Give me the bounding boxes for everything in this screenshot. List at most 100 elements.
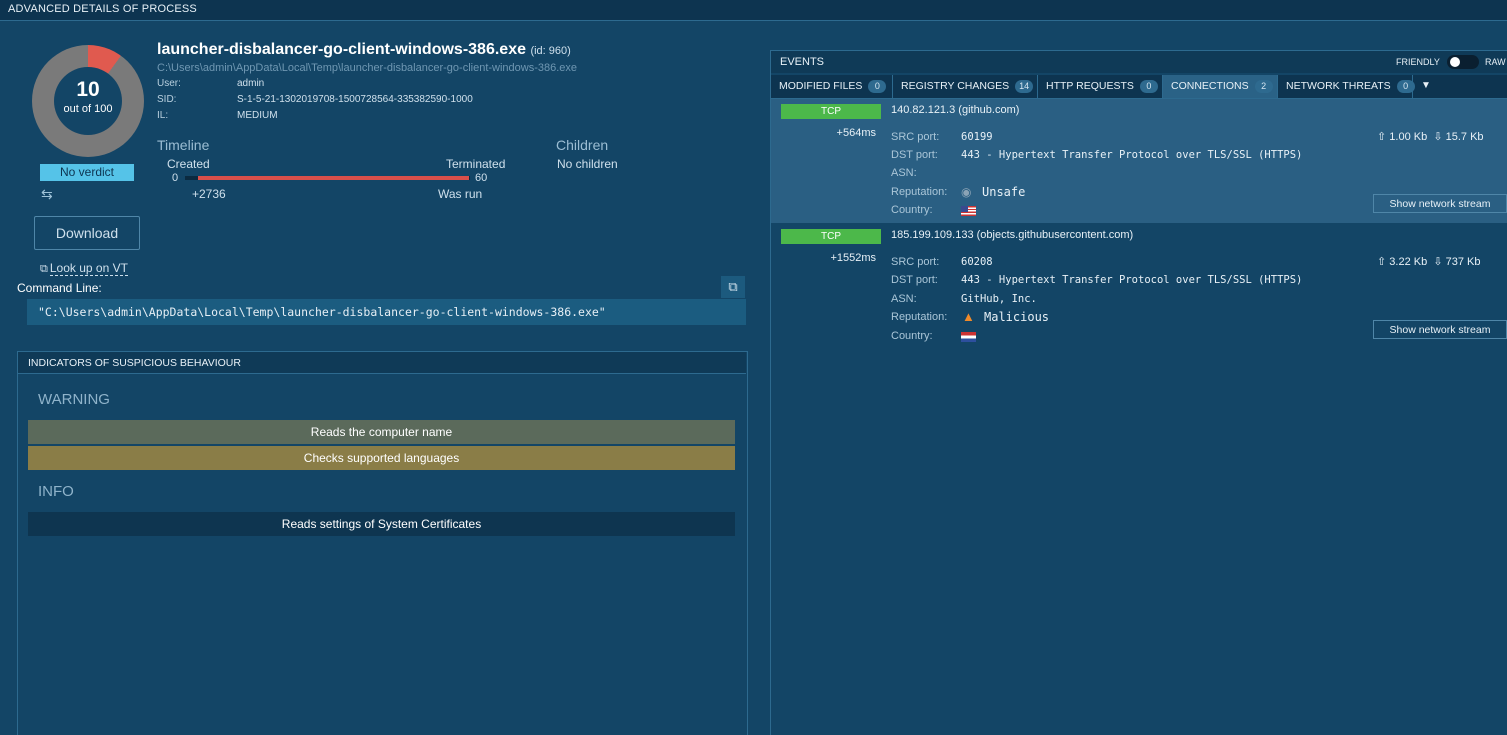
tab-connections[interactable]: CONNECTIONS 2 — [1163, 75, 1278, 98]
flag-nl-icon — [961, 332, 976, 342]
country-label: Country: — [891, 204, 933, 216]
external-link-icon: ⧉ — [40, 263, 48, 275]
friendly-label: FRIENDLY — [1396, 57, 1440, 67]
tab-count: 0 — [1139, 79, 1158, 93]
timeline-title: Timeline — [157, 137, 210, 153]
download-value: 15.7 Kb — [1445, 131, 1484, 143]
info-item[interactable]: Reads settings of System Certificates — [28, 512, 735, 536]
reputation-label: Reputation: — [891, 186, 948, 198]
tab-modified-files[interactable]: MODIFIED FILES 0 — [771, 75, 893, 98]
upload-value: 1.00 Kb — [1389, 131, 1428, 143]
sid-value: S-1-5-21-1302019708-1500728564-335382590… — [237, 94, 473, 105]
reputation-value: Unsafe — [982, 185, 1026, 199]
traffic-stats: ⇧ 1.00 Kb ⇩ 15.7 Kb — [1377, 130, 1484, 143]
download-button[interactable]: Download — [34, 216, 140, 250]
protocol-badge: TCP — [781, 229, 881, 244]
upload-icon: ⇧ — [1377, 256, 1387, 268]
user-label: User: — [157, 78, 181, 89]
tab-label: HTTP REQUESTS — [1046, 80, 1134, 92]
warning-item[interactable]: Checks supported languages — [28, 446, 735, 470]
connection-row[interactable] — [771, 99, 1507, 223]
copy-icon[interactable]: ⧉ — [721, 276, 745, 298]
eye-icon: ◉ — [961, 185, 972, 199]
src-port-label: SRC port: — [891, 131, 940, 143]
tab-http-requests[interactable]: HTTP REQUESTS 0 — [1038, 75, 1163, 98]
asn-value: GitHub, Inc. — [961, 293, 1037, 305]
arrows-icon[interactable]: ⇆ — [41, 186, 53, 202]
chevron-down-icon[interactable]: ▼ — [1421, 80, 1431, 91]
timeline-delta: +2736 — [192, 187, 226, 201]
tab-registry-changes[interactable]: REGISTRY CHANGES 14 — [893, 75, 1038, 98]
asn-label: ASN: — [891, 167, 917, 179]
warning-title: WARNING — [38, 391, 110, 408]
lookup-vt-link[interactable]: ⧉ Look up on VT — [40, 261, 128, 276]
il-value: MEDIUM — [237, 110, 278, 121]
src-port-value: 60208 — [961, 256, 993, 268]
dst-port-value: 443 - Hypertext Transfer Protocol over T… — [961, 274, 1303, 286]
score-ring — [32, 45, 144, 157]
timeline-bar — [198, 176, 469, 180]
connection-host: 185.199.109.133 (objects.githubuserconte… — [891, 229, 1134, 241]
tab-network-threats[interactable]: NETWORK THREATS 0 — [1278, 75, 1415, 98]
show-network-stream-button[interactable]: Show network stream — [1373, 194, 1507, 213]
reputation-label: Reputation: — [891, 311, 948, 323]
tab-label: REGISTRY CHANGES — [901, 80, 1010, 92]
asn-label: ASN: — [891, 293, 917, 305]
command-line-box[interactable]: "C:\Users\admin\AppData\Local\Temp\launc… — [27, 299, 746, 325]
timeline-end: 60 — [475, 172, 488, 184]
tab-count: 0 — [1396, 79, 1415, 93]
il-label: IL: — [157, 110, 169, 121]
connection-time: +564ms — [836, 127, 876, 139]
timeline-start: 0 — [172, 172, 179, 184]
tab-label: NETWORK THREATS — [1286, 80, 1391, 92]
indicators-panel — [17, 351, 748, 735]
tab-count: 0 — [868, 79, 887, 93]
upload-value: 3.22 Kb — [1389, 256, 1428, 268]
indicators-title: INDICATORS OF SUSPICIOUS BEHAVIOUR — [28, 357, 241, 369]
connection-host: 140.82.121.3 (github.com) — [891, 104, 1020, 116]
tab-count: 14 — [1015, 79, 1034, 93]
friendly-raw-toggle[interactable] — [1447, 55, 1479, 69]
upload-icon: ⇧ — [1377, 131, 1387, 143]
window-title: ADVANCED DETAILS OF PROCESS — [8, 3, 197, 15]
verdict-badge: No verdict — [40, 164, 134, 181]
process-id: (id: 960) — [530, 45, 571, 57]
command-line-label: Command Line: — [17, 281, 102, 295]
indicators-header: INDICATORS OF SUSPICIOUS BEHAVIOUR — [18, 352, 746, 374]
warning-item[interactable]: Reads the computer name — [28, 420, 735, 444]
events-title: EVENTS — [780, 56, 825, 68]
timeline-created-label: Created — [167, 157, 210, 171]
process-name: launcher-disbalancer-go-client-windows-3… — [157, 41, 526, 58]
flag-us-icon — [961, 206, 976, 216]
download-value: 737 Kb — [1445, 256, 1481, 268]
country-label: Country: — [891, 330, 933, 342]
score-value: 10 — [76, 78, 100, 101]
lookup-vt-label: Look up on VT — [49, 261, 128, 276]
reputation-value: Malicious — [984, 310, 1050, 324]
children-value: No children — [557, 157, 618, 171]
children-title: Children — [556, 137, 609, 153]
show-network-stream-button[interactable]: Show network stream — [1373, 320, 1507, 339]
tab-count: 2 — [1254, 79, 1273, 93]
sid-label: SID: — [157, 94, 177, 105]
timeline-status: Was run — [438, 187, 483, 201]
protocol-badge: TCP — [781, 104, 881, 119]
process-name-line: launcher-disbalancer-go-client-windows-3… — [157, 41, 571, 59]
traffic-stats: ⇧ 3.22 Kb ⇩ 737 Kb — [1377, 255, 1480, 268]
tab-label: MODIFIED FILES — [779, 80, 863, 92]
events-header: EVENTS — [771, 51, 1507, 73]
dst-port-value: 443 - Hypertext Transfer Protocol over T… — [961, 149, 1303, 161]
tab-label: CONNECTIONS — [1171, 80, 1249, 92]
download-icon: ⇩ — [1433, 256, 1443, 268]
dst-port-label: DST port: — [891, 149, 938, 161]
window-titlebar: ADVANCED DETAILS OF PROCESS — [0, 0, 1507, 21]
download-icon: ⇩ — [1433, 131, 1443, 143]
process-path: C:\Users\admin\AppData\Local\Temp\launch… — [157, 62, 578, 74]
events-tabs: MODIFIED FILES 0 REGISTRY CHANGES 14 HTTP … — [771, 75, 1507, 99]
fire-icon: ▲ — [962, 309, 975, 324]
src-port-label: SRC port: — [891, 256, 940, 268]
timeline-terminated-label: Terminated — [446, 157, 506, 171]
src-port-value: 60199 — [961, 131, 993, 143]
connection-time: +1552ms — [830, 252, 876, 264]
info-title: INFO — [38, 483, 74, 500]
